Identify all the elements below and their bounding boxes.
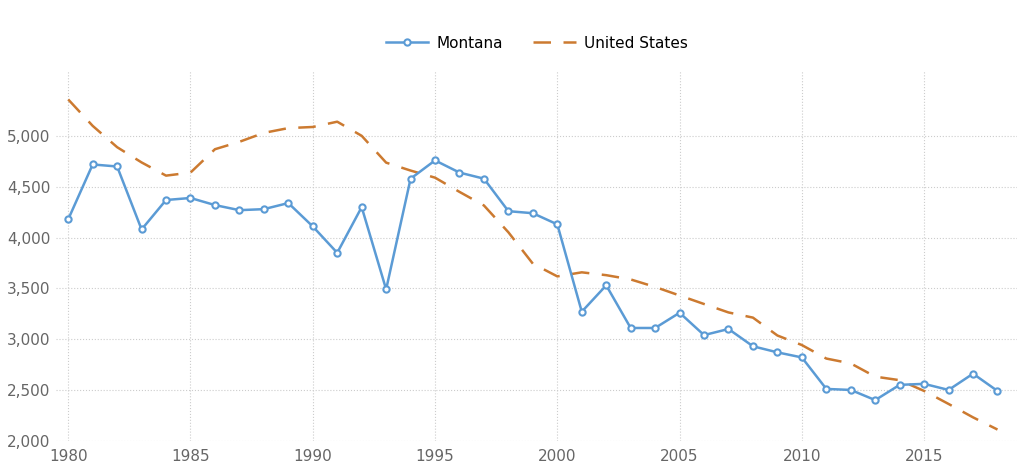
Montana: [991, 388, 1004, 394]
United States: [184, 170, 197, 175]
Montana: [869, 397, 882, 403]
Montana: [478, 176, 490, 181]
Montana: [649, 325, 662, 331]
Montana: [135, 227, 147, 232]
Montana: [796, 355, 808, 360]
United States: [355, 133, 368, 138]
United States: [478, 203, 490, 208]
Montana: [87, 162, 99, 167]
United States: [600, 272, 612, 278]
Montana: [625, 325, 637, 331]
United States: [380, 160, 392, 165]
Montana: [894, 382, 906, 388]
United States: [771, 333, 783, 338]
United States: [331, 119, 343, 124]
Line: United States: United States: [69, 99, 997, 430]
United States: [209, 146, 221, 152]
United States: [258, 130, 270, 136]
United States: [306, 124, 318, 130]
United States: [845, 361, 857, 366]
Montana: [845, 387, 857, 393]
Montana: [746, 343, 759, 349]
United States: [502, 229, 514, 235]
Montana: [674, 310, 686, 316]
United States: [722, 309, 734, 315]
United States: [160, 173, 172, 179]
Montana: [160, 197, 172, 203]
Montana: [184, 195, 197, 201]
United States: [62, 97, 75, 102]
United States: [625, 276, 637, 282]
Montana: [429, 158, 441, 163]
Montana: [942, 387, 954, 393]
United States: [283, 125, 295, 131]
Montana: [380, 286, 392, 292]
United States: [796, 342, 808, 348]
Montana: [209, 202, 221, 208]
United States: [111, 145, 123, 150]
Montana: [404, 176, 417, 181]
Montana: [502, 208, 514, 214]
Montana: [306, 224, 318, 229]
United States: [967, 414, 979, 420]
Montana: [771, 349, 783, 355]
Montana: [111, 163, 123, 169]
Montana: [331, 250, 343, 256]
United States: [404, 168, 417, 173]
Montana: [233, 207, 246, 213]
United States: [649, 284, 662, 290]
Montana: [575, 309, 588, 315]
United States: [551, 274, 563, 279]
United States: [429, 175, 441, 180]
United States: [233, 139, 246, 145]
United States: [575, 269, 588, 275]
Montana: [967, 371, 979, 376]
Montana: [820, 386, 833, 392]
Montana: [918, 381, 930, 387]
United States: [991, 427, 1004, 432]
United States: [869, 374, 882, 380]
Montana: [283, 200, 295, 206]
Montana: [258, 206, 270, 212]
United States: [918, 388, 930, 394]
United States: [894, 377, 906, 383]
Montana: [355, 204, 368, 210]
Montana: [526, 211, 539, 216]
Montana: [62, 217, 75, 222]
United States: [135, 160, 147, 165]
Montana: [454, 170, 466, 175]
United States: [746, 315, 759, 320]
Line: Montana: Montana: [66, 157, 1000, 403]
Montana: [600, 283, 612, 288]
Montana: [722, 326, 734, 332]
Legend: Montana, United States: Montana, United States: [380, 30, 693, 57]
United States: [526, 261, 539, 267]
United States: [698, 301, 711, 307]
Montana: [698, 332, 711, 338]
United States: [942, 401, 954, 407]
United States: [454, 189, 466, 195]
United States: [674, 292, 686, 298]
United States: [820, 356, 833, 361]
United States: [87, 123, 99, 129]
Montana: [551, 221, 563, 227]
